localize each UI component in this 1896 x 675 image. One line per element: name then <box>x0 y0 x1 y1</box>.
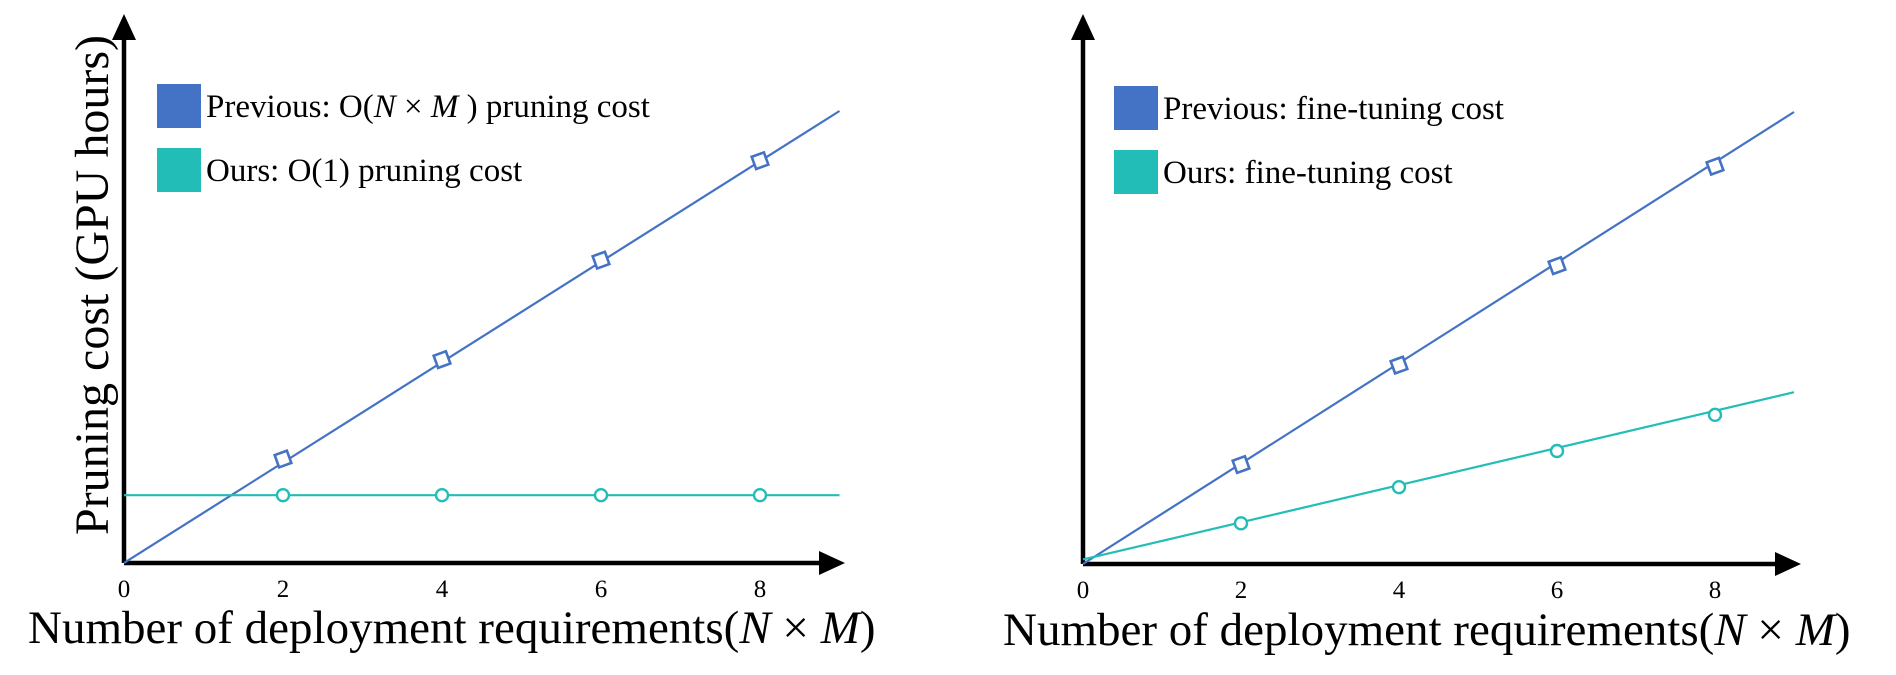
x-tick-label: 0 <box>118 576 131 603</box>
legend-swatch <box>157 84 201 128</box>
y-axis-label: Pruning cost (GPU hours) <box>66 35 119 535</box>
series-line <box>123 110 841 564</box>
series-previous <box>1082 111 1795 565</box>
x-tick-label: 4 <box>1393 577 1406 604</box>
data-point-diamond <box>750 150 770 171</box>
x-axis-label: Number of deployment requirements(N × M) <box>28 602 876 654</box>
data-point-circle <box>752 488 768 503</box>
x-tick-label: 6 <box>1551 577 1564 604</box>
series-ours <box>1082 391 1795 561</box>
x-axis-arrowhead <box>1775 552 1801 576</box>
x-tick-label: 2 <box>277 576 290 603</box>
legend-swatch <box>157 148 201 192</box>
data-point-circle <box>275 488 291 503</box>
legend-label: Previous: fine-tuning cost <box>1163 91 1504 127</box>
y-axis-arrowhead <box>112 14 136 40</box>
data-point-circle <box>1707 407 1723 423</box>
data-point-circle <box>1233 516 1249 531</box>
data-point-circle <box>1549 443 1565 459</box>
x-axis-arrowhead <box>819 551 845 575</box>
series-ours <box>124 488 840 503</box>
series-line <box>1082 391 1795 561</box>
data-point-diamond <box>273 449 293 470</box>
x-tick-label: 8 <box>1709 577 1722 604</box>
data-point-circle <box>593 488 609 503</box>
data-point-diamond <box>1389 355 1409 376</box>
legend-label: Ours: fine-tuning cost <box>1163 155 1453 191</box>
x-axis-label: Number of deployment requirements(N × M) <box>1003 604 1851 656</box>
data-point-diamond <box>1705 156 1725 177</box>
x-tick-label: 0 <box>1077 577 1090 604</box>
x-tick-label: 8 <box>754 576 767 603</box>
x-tick-label: 2 <box>1235 577 1248 604</box>
x-tick-label: 4 <box>436 576 449 603</box>
data-point-diamond <box>1547 255 1567 276</box>
x-tick-label: 6 <box>595 576 608 603</box>
series-previous <box>123 110 841 564</box>
data-point-diamond <box>432 349 452 370</box>
legend-swatch <box>1114 86 1158 130</box>
y-axis-arrowhead <box>1071 14 1095 40</box>
series-line <box>1082 111 1795 565</box>
data-point-circle <box>434 488 450 503</box>
legend-label: Ours: O(1) pruning cost <box>206 153 522 189</box>
legend-label: Previous: O(N × M ) pruning cost <box>206 89 650 125</box>
data-point-diamond <box>591 250 611 271</box>
data-point-circle <box>1391 479 1407 495</box>
data-point-diamond <box>1231 454 1251 475</box>
legend-swatch <box>1114 150 1158 194</box>
